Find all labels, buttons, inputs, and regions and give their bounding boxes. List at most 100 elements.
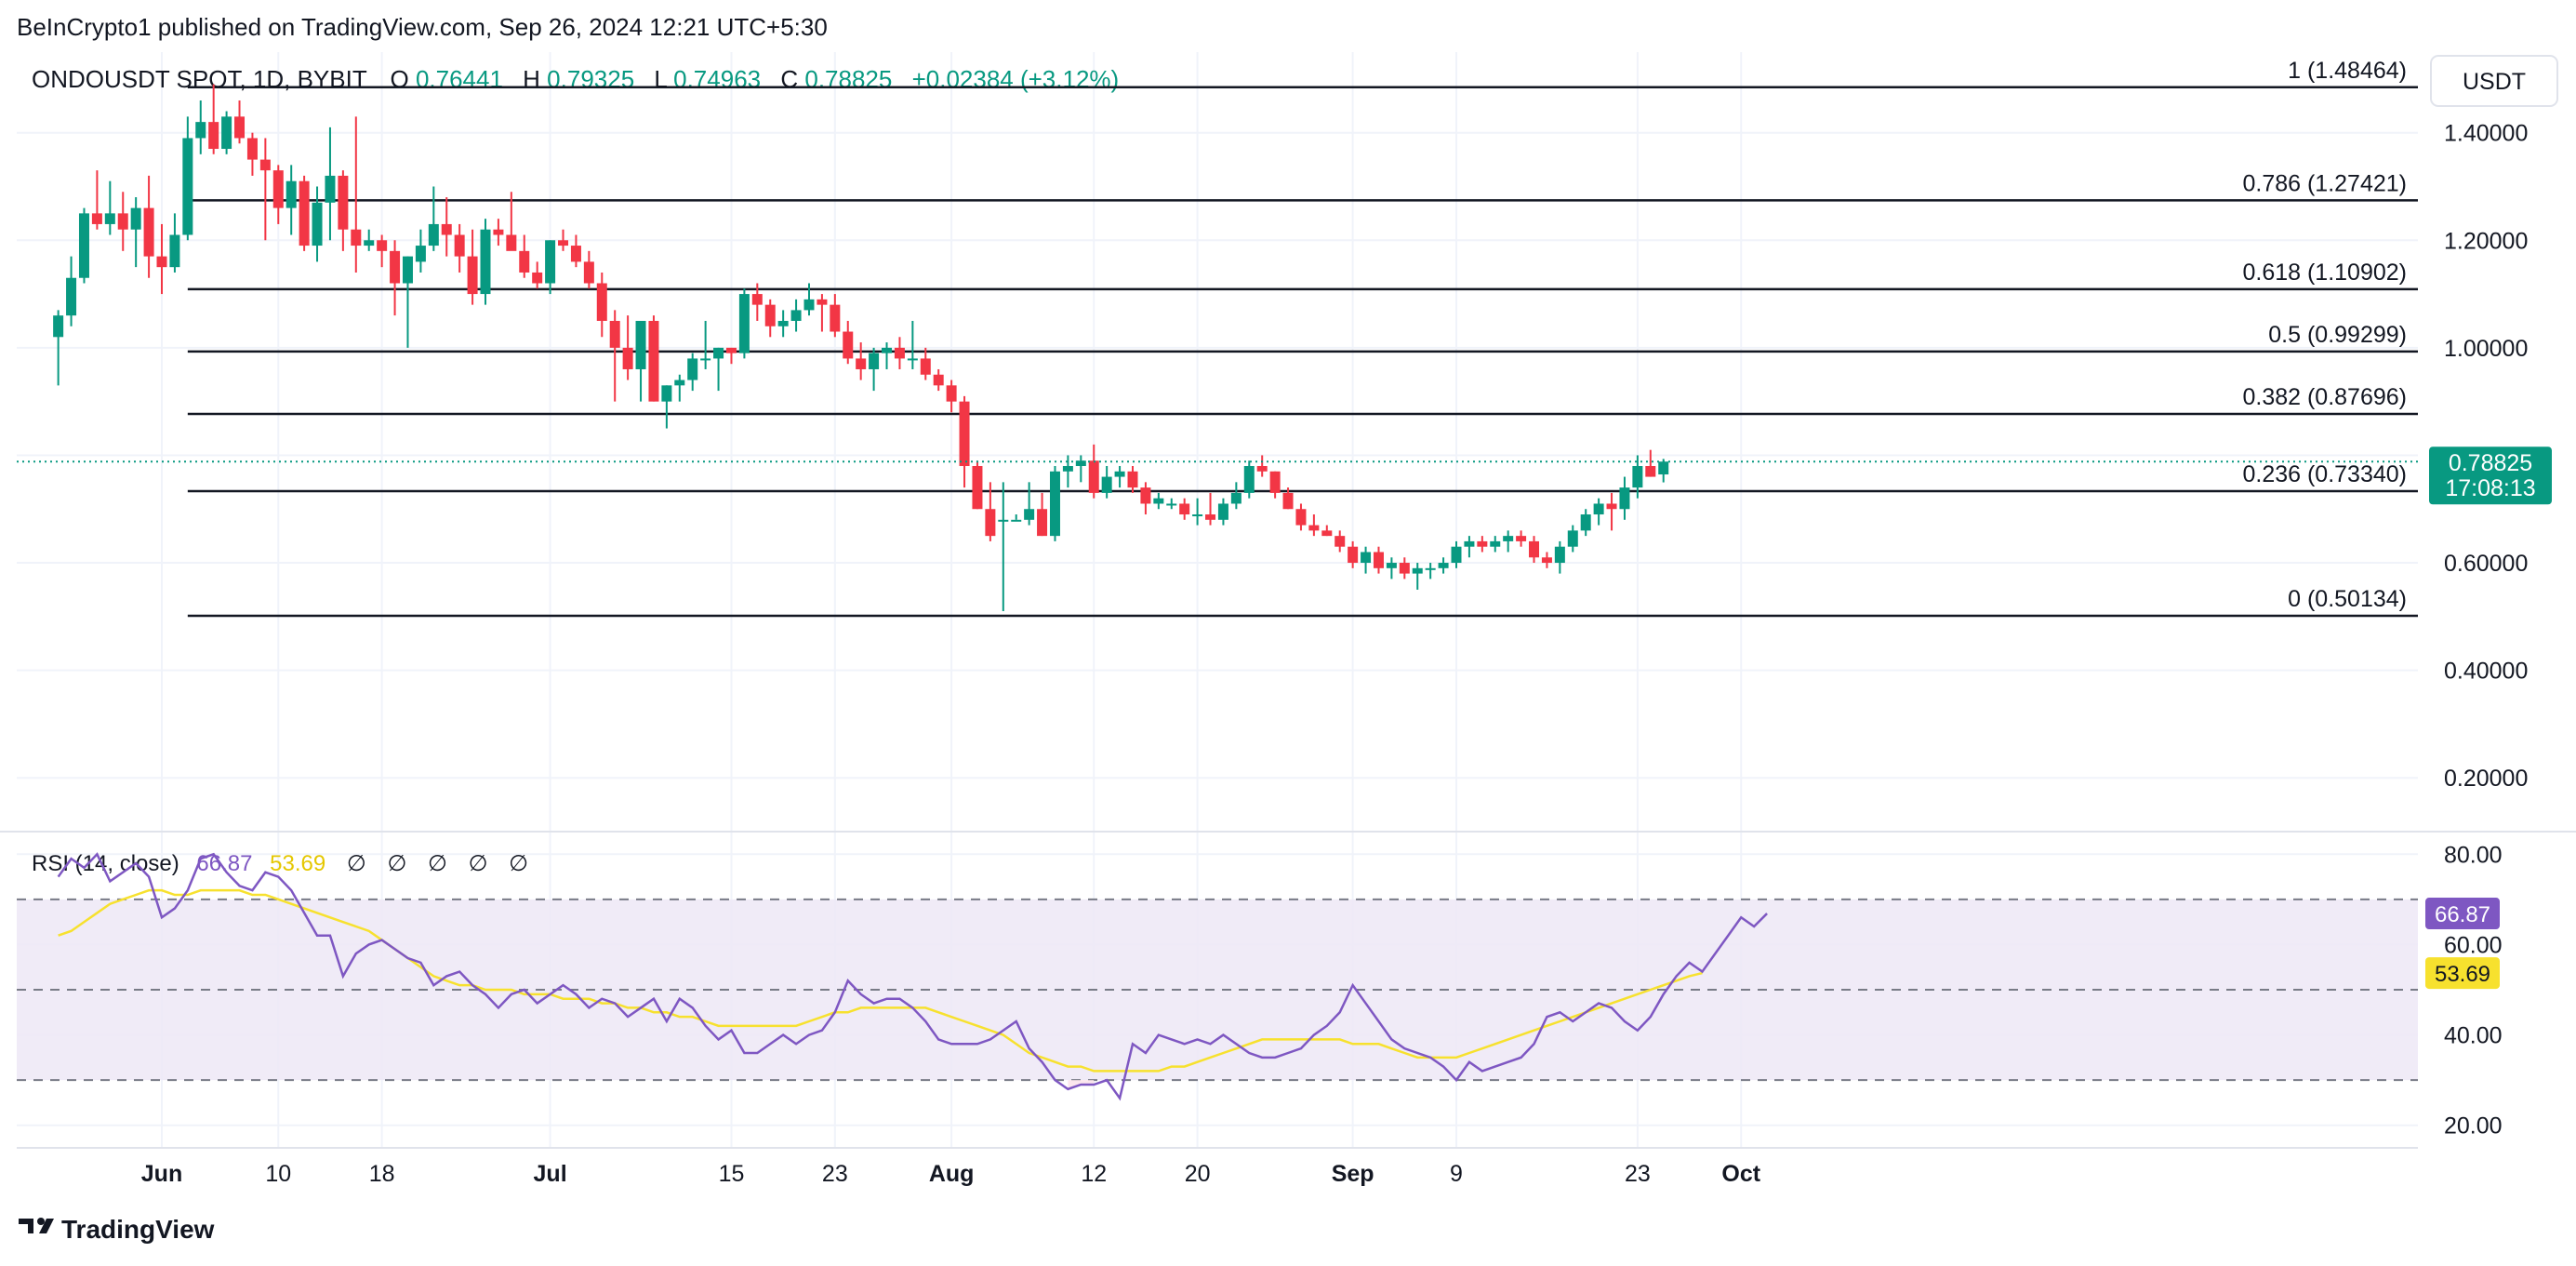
candle-up <box>661 385 672 402</box>
candle-down <box>506 234 517 251</box>
candle-down <box>519 250 530 273</box>
symbol-name: ONDOUSDT SPOT, 1D, BYBIT <box>32 65 367 93</box>
price-tick-label: 0.40000 <box>2444 659 2528 685</box>
candle-down <box>725 347 737 353</box>
candle-down <box>817 299 828 305</box>
candle-up <box>1192 514 1203 517</box>
candle-down <box>856 358 867 369</box>
candle-up <box>1554 546 1565 564</box>
price-badge-countdown: 17:08:13 <box>2445 475 2535 501</box>
candle-down <box>596 283 607 321</box>
candle-down <box>493 229 504 235</box>
rsi-legend-value: 66.87 <box>196 851 252 876</box>
candle-up <box>738 294 750 353</box>
time-tick-label: 23 <box>1625 1161 1651 1187</box>
candle-down <box>338 175 349 230</box>
time-tick-label: 18 <box>369 1161 395 1187</box>
rsi-value-badge: 66.87 <box>2425 898 2500 930</box>
candle-down <box>1334 536 1346 547</box>
candle-down <box>246 138 258 160</box>
candle-down <box>648 320 659 402</box>
time-tick-label: Jul <box>534 1161 567 1187</box>
published-text: BeInCrypto1 published on TradingView.com… <box>17 13 828 41</box>
candle-up <box>687 358 698 380</box>
candle-up <box>1451 546 1462 564</box>
candle-up <box>1011 519 1022 522</box>
price-badge: 0.78825 17:08:13 <box>2429 446 2552 505</box>
rsi-legend[interactable]: RSI (14, close) 66.87 53.69 ∅ ∅ ∅ ∅ ∅ <box>32 851 528 876</box>
candle-up <box>1490 540 1501 547</box>
candle-up <box>53 315 64 338</box>
price-tick-label: 1.00000 <box>2444 336 2528 362</box>
candle-down <box>1140 487 1151 504</box>
candle-up <box>182 138 193 235</box>
rsi-badge-value: 66.87 <box>2435 902 2490 927</box>
rsi-tick-label: 80.00 <box>2444 842 2503 868</box>
candle-up <box>713 347 724 359</box>
candle-down <box>1645 466 1656 477</box>
candle-down <box>1541 557 1552 564</box>
candle-down <box>377 240 388 251</box>
price-tick-label: 0.20000 <box>2444 766 2528 792</box>
candle-up <box>1593 503 1604 515</box>
high-value: 0.79325 <box>547 65 634 93</box>
candle-up <box>1361 552 1372 564</box>
candle-down <box>156 256 167 268</box>
candle-down <box>570 246 581 262</box>
rsi-tick-label: 20.00 <box>2444 1113 2503 1139</box>
time-tick-label: 20 <box>1185 1161 1211 1187</box>
tradingview-logo[interactable]: TradingView <box>19 1215 215 1244</box>
candle-down <box>234 116 246 139</box>
candle-down <box>1308 525 1320 531</box>
candle-down <box>1373 552 1384 568</box>
price-tick-label: 1.40000 <box>2444 121 2528 147</box>
close-label: C <box>780 65 798 93</box>
candle-up <box>1243 466 1255 493</box>
time-tick-label: 10 <box>265 1161 291 1187</box>
candle-down <box>622 347 633 369</box>
candle-up <box>312 202 323 247</box>
candle-down <box>558 240 569 247</box>
candle-up <box>480 229 491 295</box>
candle-up <box>1062 466 1073 472</box>
symbol-legend[interactable]: ONDOUSDT SPOT, 1D, BYBIT O 0.76441 H 0.7… <box>32 65 1119 93</box>
rsi-extra-3: ∅ <box>428 851 447 876</box>
candle-up <box>169 234 180 268</box>
candle-down <box>1399 563 1410 574</box>
main-grid <box>17 52 2418 832</box>
currency-button[interactable]: USDT <box>2430 55 2558 107</box>
candle-down <box>467 256 478 295</box>
fib-level-label: 0 (0.50134) <box>2288 586 2407 612</box>
rsi-axis[interactable]: 80.00 60.00 40.00 20.00 <box>2444 842 2503 1139</box>
candle-up <box>907 358 918 361</box>
candle-down <box>1179 503 1190 515</box>
candle-up <box>1166 503 1177 506</box>
low-value: 0.74963 <box>673 65 761 93</box>
tv-logo-icon <box>19 1218 54 1233</box>
candle-up <box>78 213 89 278</box>
candle-down <box>390 250 401 284</box>
candle-down <box>91 213 102 224</box>
candle-up <box>882 347 893 353</box>
candle-up <box>415 246 426 262</box>
candle-up <box>998 519 1009 522</box>
fib-level-label: 0.786 (1.27421) <box>2242 170 2407 196</box>
candle-down <box>143 207 154 257</box>
candle-down <box>299 180 310 247</box>
time-axis[interactable]: Jun 10 18 Jul 15 23 Aug 12 20 Sep 9 23 Oct <box>141 1161 1761 1187</box>
candle-down <box>843 331 854 359</box>
candle-up <box>1049 471 1060 537</box>
candle-up <box>428 223 439 247</box>
candle-down <box>751 294 763 305</box>
price-tick-label: 1.20000 <box>2444 228 2528 254</box>
time-tick-label: 23 <box>822 1161 848 1187</box>
candles <box>53 84 1669 612</box>
candle-up <box>674 380 685 386</box>
candle-up <box>1567 530 1578 547</box>
candle-down <box>946 385 957 402</box>
candle-up <box>1464 540 1475 547</box>
candle-down <box>272 170 284 208</box>
candle-down <box>1348 546 1359 564</box>
